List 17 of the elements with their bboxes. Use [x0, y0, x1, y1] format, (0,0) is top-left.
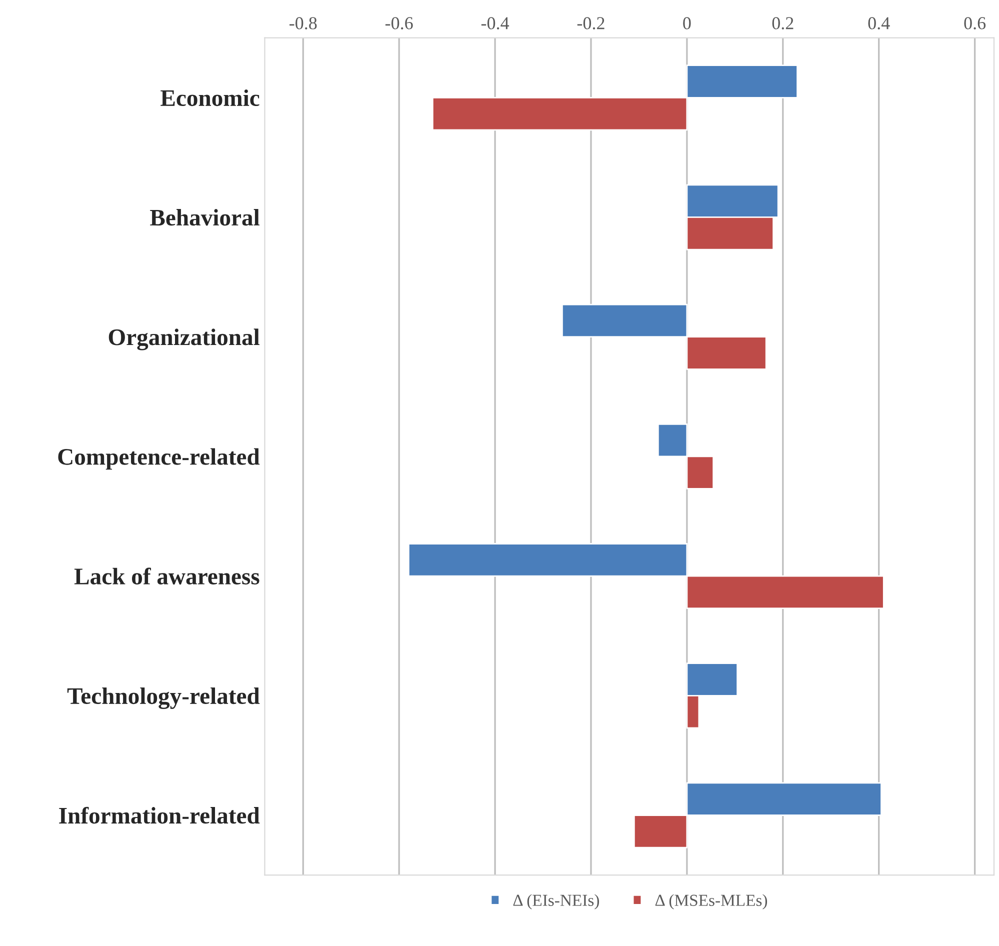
y-tick-label: Economic [160, 89, 260, 106]
y-tick-label: Lack of awareness [74, 568, 260, 584]
y-tick-label: Technology-related [67, 687, 260, 710]
x-tick-label: -0.8 [290, 17, 317, 30]
y-tick-label: Behavioral [150, 209, 260, 226]
x-tick-label: -0.6 [385, 17, 413, 30]
y-tick-label: Competence-related [58, 448, 260, 470]
legend-label: Δ (MSEs-MLEs) [655, 894, 768, 910]
x-tick-label: 0.6 [964, 17, 986, 30]
x-tick-label: 0.2 [772, 17, 794, 30]
x-tick-label: -0.2 [577, 17, 604, 30]
y-tick-label: Organizational [108, 328, 260, 350]
x-tick-label: 0.4 [868, 17, 890, 30]
x-tick-label: -0.4 [481, 17, 510, 30]
x-tick-label: 0 [683, 17, 691, 30]
legend-label: Δ (EIs-NEIs) [513, 894, 599, 910]
y-tick-label: Information-related [59, 806, 260, 824]
